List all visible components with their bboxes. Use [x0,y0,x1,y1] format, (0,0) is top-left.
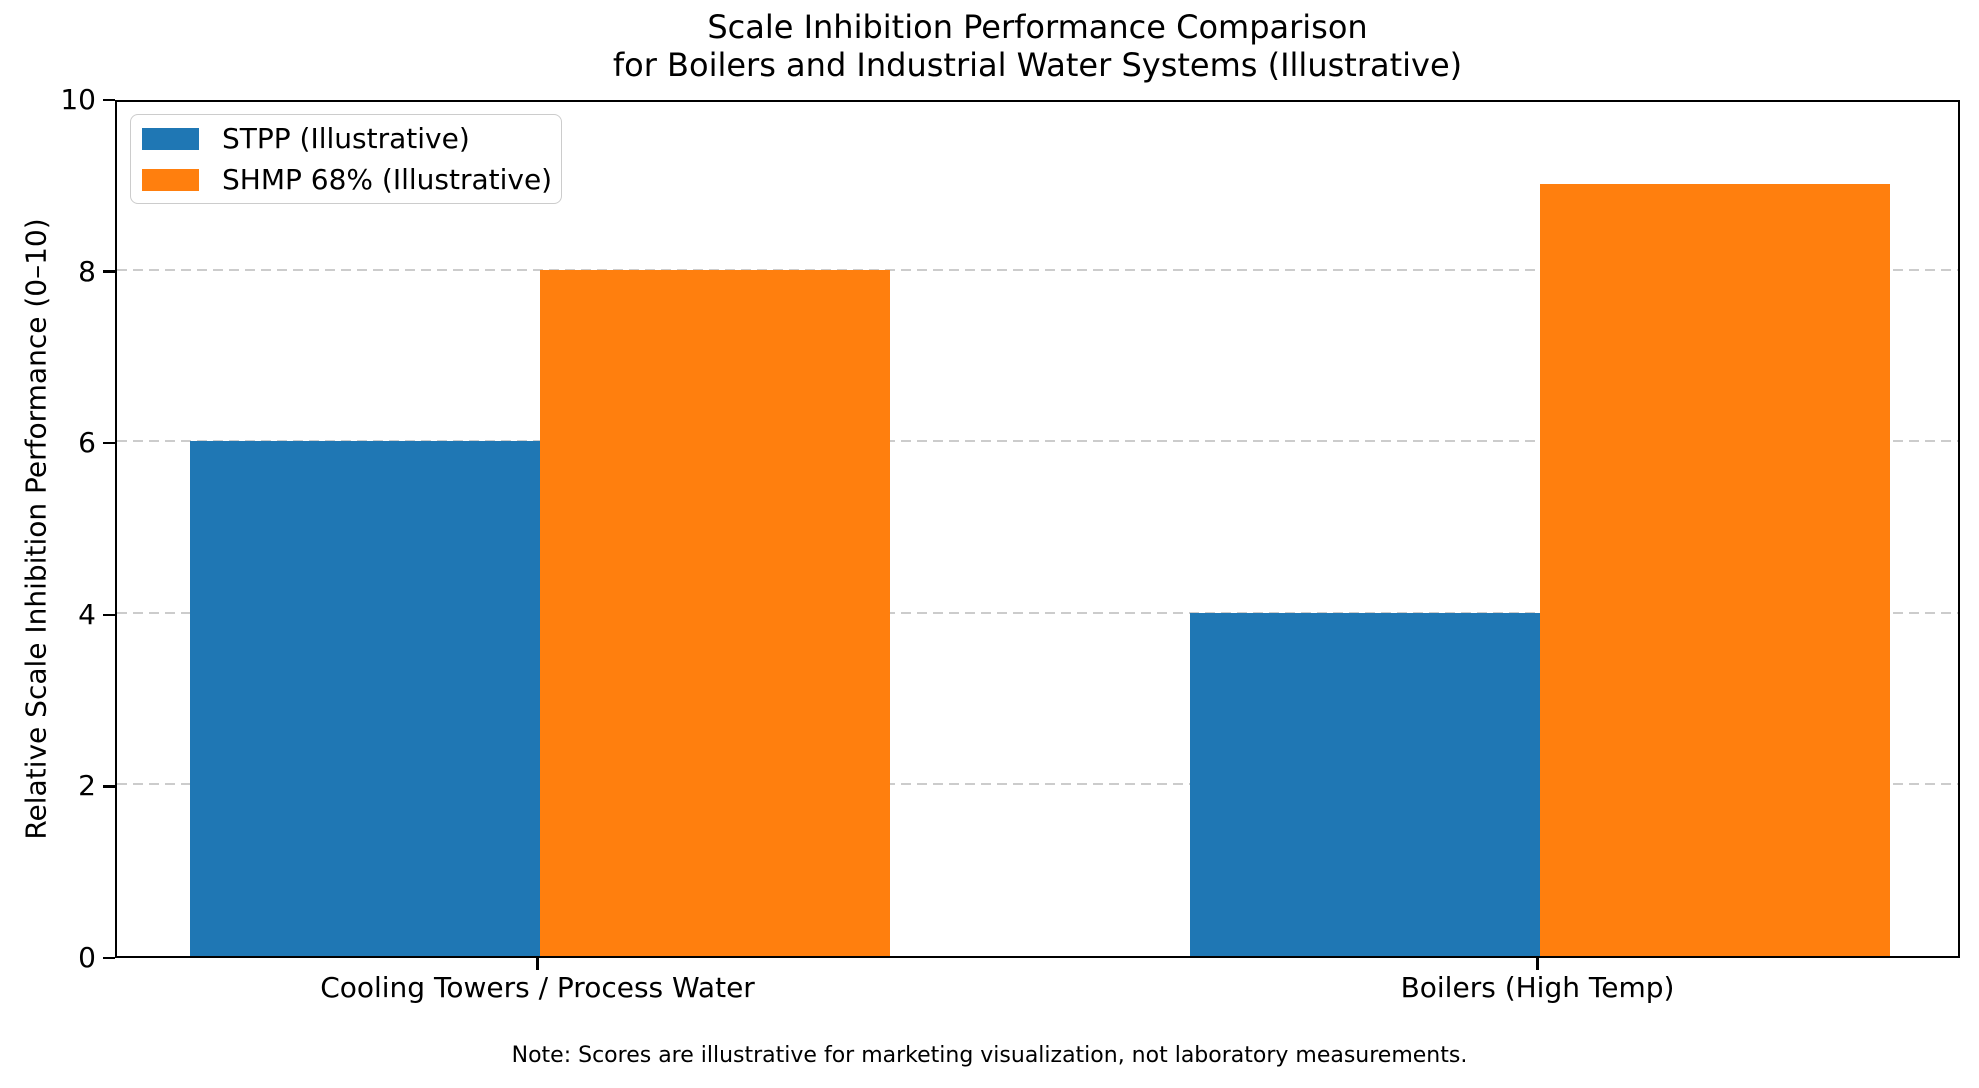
y-tick-2 [103,785,115,788]
x-tick-label-cooling: Cooling Towers / Process Water [320,971,755,1004]
bar-cooling-stpp [189,441,540,956]
gridline-y8 [117,268,1958,271]
y-tick-4 [103,613,115,617]
footnote: Note: Scores are illustrative for market… [511,1043,1468,1068]
legend: STPP (Illustrative) SHMP 68% (Illustrati… [130,114,562,204]
legend-label-shmp: SHMP 68% (Illustrative) [222,163,553,196]
legend-item-shmp: SHMP 68% (Illustrative) [142,163,553,196]
legend-item-stpp: STPP (Illustrative) [142,122,549,155]
y-tick-label-8: 8 [78,254,96,288]
bar-cooling-shmp [539,269,890,956]
bar-boilers-shmp [1539,183,1890,956]
legend-swatch-shmp [142,168,199,191]
y-tick-8 [103,270,115,273]
y-tick-label-10: 10 [60,83,96,116]
x-tick-label-boilers: Boilers (High Temp) [1400,971,1675,1004]
y-axis-label: Relative Scale Inhibition Performance (0… [19,218,53,840]
gridline-y4 [117,611,1958,614]
y-tick-label-0: 0 [78,941,96,974]
chart-title: Scale Inhibition Performance Comparison … [612,8,1463,84]
y-tick-label-2: 2 [78,769,96,803]
plot-area: STPP (Illustrative) SHMP 68% (Illustrati… [115,100,1960,958]
legend-swatch-stpp [142,127,199,150]
legend-label-stpp: STPP (Illustrative) [222,122,470,155]
y-tick-0 [103,956,115,960]
gridline-y6 [117,440,1958,443]
x-tick-boilers [1536,958,1539,970]
bar-boilers-stpp [1189,612,1540,956]
y-tick-label-4: 4 [78,597,96,631]
y-tick-10 [103,98,115,102]
y-tick-label-6: 6 [78,426,96,460]
gridline-y2 [117,783,1958,786]
y-tick-6 [103,441,115,445]
x-tick-cooling [536,958,539,970]
